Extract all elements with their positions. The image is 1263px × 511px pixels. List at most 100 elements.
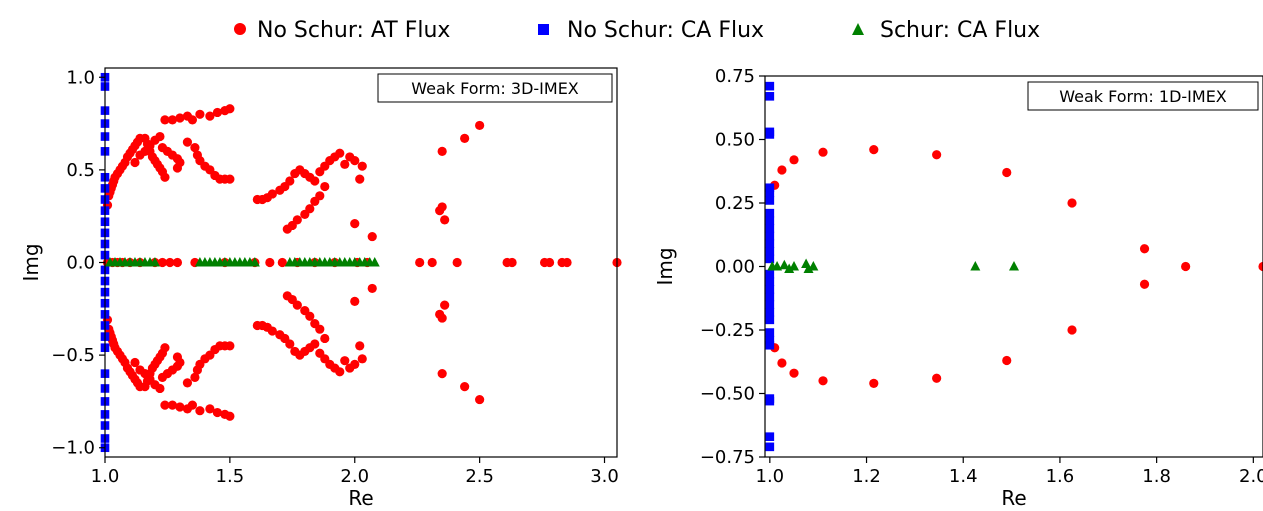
data-point-square <box>765 285 775 294</box>
x-tick-label: 1.0 <box>756 466 785 487</box>
data-point-triangle <box>772 261 783 271</box>
y-tick-label: 0.0 <box>66 253 95 274</box>
x-tick-label: 2.0 <box>1239 466 1263 487</box>
y-tick-label: 0.00 <box>715 257 755 278</box>
data-point-square <box>765 188 775 198</box>
data-point-circle <box>355 341 365 351</box>
data-point-circle <box>172 257 183 268</box>
data-point-square <box>765 300 775 309</box>
data-point-triangle <box>789 261 800 271</box>
series-triangle <box>104 257 380 267</box>
data-point-circle <box>452 257 462 268</box>
data-point-circle <box>315 324 325 334</box>
data-point-circle <box>172 163 183 173</box>
data-point-circle <box>160 115 170 125</box>
data-point-circle <box>357 354 367 364</box>
data-point-circle <box>292 215 302 225</box>
data-point-circle <box>190 143 200 153</box>
chart-panel-1d-imex: 1.0 1.2 1.4 1.6 1.8 2.0 −0.75 −0.50 −0.25 0.00 0.2… <box>653 66 1263 510</box>
x-tick-label: 1.6 <box>1046 466 1075 487</box>
y-tick-label: −0.5 <box>51 345 95 366</box>
data-point-circle <box>192 150 203 160</box>
data-point-circle <box>187 400 198 410</box>
data-point-circle <box>130 157 140 168</box>
data-point-circle <box>167 115 178 125</box>
data-point-circle <box>869 145 879 155</box>
data-point-circle <box>357 161 367 171</box>
x-tick-label: 2.5 <box>465 466 494 487</box>
data-point-circle <box>1181 261 1191 272</box>
x-tick-label: 1.4 <box>949 466 978 487</box>
data-point-circle <box>544 257 555 268</box>
data-point-circle <box>932 150 942 160</box>
data-point-circle <box>818 147 828 157</box>
data-point-circle <box>310 176 320 186</box>
x-tick-label: 3.0 <box>590 466 619 487</box>
data-point-circle <box>305 204 315 214</box>
plot-area <box>765 81 1263 452</box>
data-point-circle <box>292 300 302 310</box>
data-point-circle <box>315 191 325 201</box>
data-point-triangle <box>784 263 795 274</box>
data-point-circle <box>175 113 185 123</box>
annotation-box <box>377 73 613 103</box>
data-point-circle <box>205 111 215 121</box>
data-point-circle <box>869 378 879 388</box>
data-point-square <box>765 442 775 452</box>
x-tick-label: 1.8 <box>1142 466 1171 487</box>
legend: No Schur: AT Flux No Schur: CA Flux Schu… <box>234 18 1040 43</box>
data-point-circle <box>335 148 345 158</box>
data-point-circle <box>285 339 295 349</box>
data-point-circle <box>160 400 170 410</box>
legend-label-at-flux: No Schur: AT Flux <box>257 18 450 43</box>
data-point-circle <box>157 257 168 268</box>
data-point-triangle <box>779 259 790 270</box>
y-tick-label: −0.50 <box>700 384 755 405</box>
data-point-circle <box>160 172 170 182</box>
data-point-circle <box>435 309 445 319</box>
data-point-circle <box>562 257 572 268</box>
data-point-circle <box>335 367 345 377</box>
data-point-circle <box>225 411 235 421</box>
data-point-square <box>765 269 775 279</box>
data-point-circle <box>155 131 165 142</box>
legend-marker-square <box>538 24 549 35</box>
data-point-circle <box>1067 198 1077 208</box>
legend-marker-circle <box>234 23 246 35</box>
data-point-square <box>765 196 775 205</box>
chart-panel-3d-imex: 1.0 1.5 2.0 2.5 3.0 −1.0 −0.5 0.0 0.5 1.0 Re Img Wea… <box>19 67 622 510</box>
y-tick-label: 0.5 <box>66 160 95 181</box>
data-point-square <box>765 328 775 337</box>
data-point-triangle <box>249 257 260 267</box>
data-point-circle <box>175 402 185 412</box>
data-point-circle <box>367 231 377 242</box>
y-tick-label: 0.75 <box>715 66 755 87</box>
data-point-circle <box>789 155 799 165</box>
data-point-circle <box>475 394 485 405</box>
annotation-box <box>1027 81 1259 111</box>
data-point-circle <box>932 373 942 383</box>
x-axis-label: Re <box>1001 486 1026 510</box>
data-point-triangle <box>1009 261 1019 271</box>
data-point-circle <box>437 146 447 156</box>
data-point-square <box>765 224 775 233</box>
data-point-square <box>765 216 775 226</box>
data-point-circle <box>167 400 178 410</box>
data-point-square <box>765 277 775 287</box>
data-point-circle <box>789 368 799 378</box>
data-point-square <box>765 92 775 101</box>
x-tick-label: 1.5 <box>216 466 245 487</box>
y-tick-label: 0.50 <box>715 130 755 151</box>
data-point-circle <box>212 407 222 418</box>
y-tick-label: −0.75 <box>700 447 755 468</box>
data-point-square <box>765 254 775 264</box>
data-point-square <box>765 246 775 256</box>
data-point-circle <box>190 372 200 382</box>
annotation-text: Weak Form: 3D-IMEX <box>411 79 579 98</box>
plot-area <box>100 72 622 453</box>
series-triangle <box>767 258 1019 274</box>
data-point-circle <box>320 181 330 192</box>
data-point-circle <box>440 300 450 310</box>
legend-item-at-flux: No Schur: AT Flux <box>234 18 450 43</box>
